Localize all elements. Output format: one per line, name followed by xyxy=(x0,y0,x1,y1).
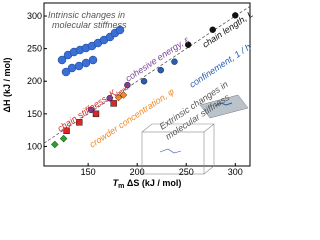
annotation-text: cohesive energy, ε xyxy=(124,34,192,84)
x-label-rest: ΔS (kJ / mol) xyxy=(124,178,181,188)
point xyxy=(140,78,148,85)
molecule-inset xyxy=(57,25,125,77)
point xyxy=(171,58,178,65)
y-tick-label: 200 xyxy=(27,76,42,86)
point xyxy=(87,106,95,114)
point xyxy=(76,119,83,126)
y-axis-label: ΔH (kJ / mol) xyxy=(2,58,12,113)
x-tick-label: 200 xyxy=(130,167,145,177)
point xyxy=(92,110,100,118)
y-tick-label: 100 xyxy=(27,141,42,151)
x-tick-label: 300 xyxy=(228,167,243,177)
point xyxy=(114,93,123,102)
point xyxy=(63,127,70,134)
x-axis-label: Tm ΔS (kJ / mol) xyxy=(113,178,182,189)
annotation: molecular stiffness xyxy=(52,20,127,30)
annotation-text: Intrinsic changes in xyxy=(48,10,125,20)
chart: Tm ΔS (kJ / mol) ΔH (kJ / mol) 150 200 250… xyxy=(2,2,253,189)
x-label-sub: m xyxy=(118,183,124,189)
point xyxy=(51,140,59,149)
x-tick-label: 250 xyxy=(179,167,194,177)
annotation: cohesive energy, ε xyxy=(124,34,192,84)
surface-inset xyxy=(199,94,249,119)
y-tick-label: 300 xyxy=(27,11,42,21)
y-tick-label: 150 xyxy=(27,109,42,119)
point xyxy=(59,134,68,143)
x-tick-label: 150 xyxy=(81,167,96,177)
point xyxy=(119,91,128,99)
y-tick-label: 250 xyxy=(27,44,42,54)
point xyxy=(110,100,117,107)
annotation: Intrinsic changes in xyxy=(48,10,125,20)
annotation-text: molecular stiffness xyxy=(52,20,127,30)
point xyxy=(124,81,131,89)
plot-frame xyxy=(43,2,251,167)
point xyxy=(209,26,216,33)
box-inset xyxy=(141,123,215,175)
point xyxy=(184,41,192,48)
x-label-symbol: T xyxy=(113,178,120,188)
point xyxy=(106,94,113,102)
point xyxy=(157,66,164,74)
point xyxy=(232,12,239,19)
